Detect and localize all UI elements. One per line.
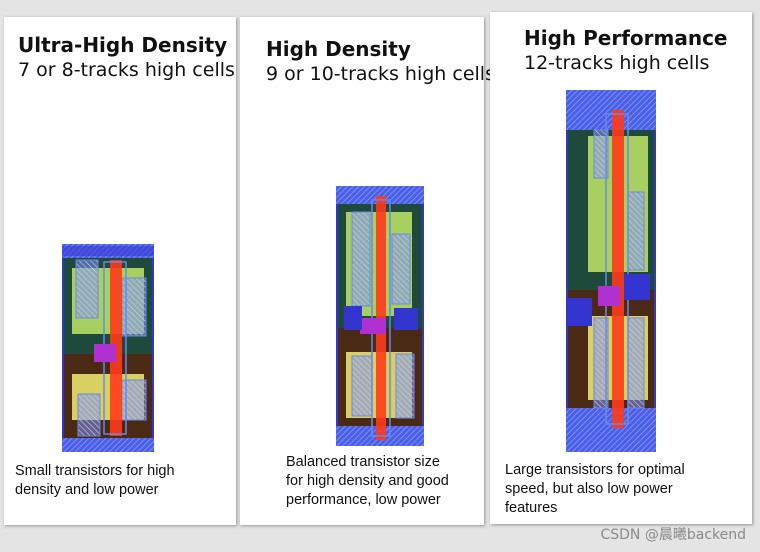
panel-title: High Performance [524,26,728,50]
standard-cell-layout-8track [62,244,154,452]
panel-title: High Density [266,37,411,61]
watermark: CSDN @晨曦backend [600,527,746,543]
panel-caption: Balanced transistor size for high densit… [286,454,449,508]
high-density-panel: High Density 9 or 10-tracks high cells B… [240,17,495,525]
standard-cell-layout-10track [336,186,424,446]
panel-subtitle: 7 or 8-tracks high cells [18,59,235,81]
panel-title: Ultra-High Density [18,33,228,57]
ultra-high-density-panel: Ultra-High Density 7 or 8-tracks high ce… [4,17,236,525]
high-performance-panel: High Performance 12-tracks high cells La… [490,12,752,524]
standard-cell-layout-12track [566,90,656,452]
panel-caption: Small transistors for high density and l… [15,463,175,498]
panel-caption: Large transistors for optimal speed, but… [505,462,685,516]
panel-subtitle: 9 or 10-tracks high cells [266,63,495,85]
panel-subtitle: 12-tracks high cells [524,52,710,74]
